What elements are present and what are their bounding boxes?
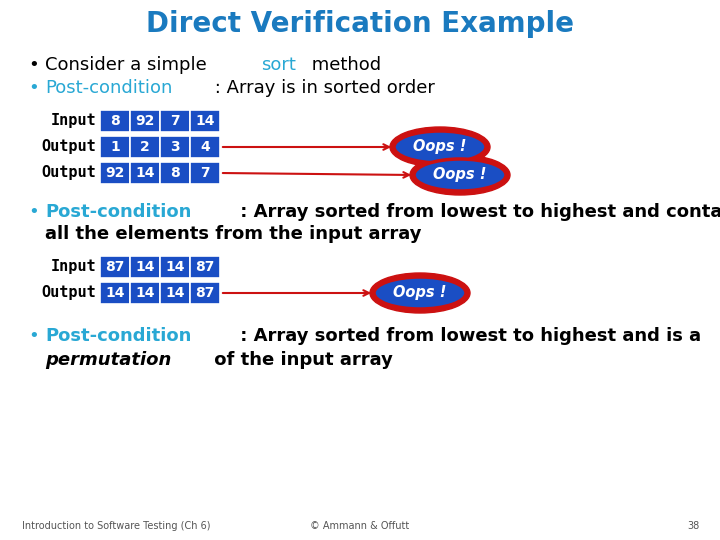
Text: •: • [28, 79, 39, 97]
FancyBboxPatch shape [100, 136, 130, 158]
Text: 92: 92 [105, 166, 125, 180]
Text: permutation: permutation [45, 351, 171, 369]
Text: Oops !: Oops ! [413, 139, 467, 154]
Text: Oops !: Oops ! [393, 286, 446, 300]
FancyBboxPatch shape [190, 110, 220, 132]
FancyBboxPatch shape [130, 110, 160, 132]
Text: 1: 1 [110, 140, 120, 154]
FancyBboxPatch shape [190, 256, 220, 278]
Text: 14: 14 [195, 114, 215, 128]
Text: Direct Verification Example: Direct Verification Example [146, 10, 574, 38]
FancyBboxPatch shape [160, 110, 190, 132]
Text: Input: Input [50, 260, 96, 274]
FancyBboxPatch shape [190, 282, 220, 304]
Text: : Array is in sorted order: : Array is in sorted order [210, 79, 435, 97]
Text: Consider a simple: Consider a simple [45, 56, 212, 74]
FancyBboxPatch shape [160, 282, 190, 304]
Text: 14: 14 [135, 260, 155, 274]
FancyBboxPatch shape [130, 162, 160, 184]
FancyBboxPatch shape [130, 282, 160, 304]
Text: 14: 14 [135, 286, 155, 300]
Text: 38: 38 [688, 521, 700, 531]
Text: •: • [28, 56, 39, 74]
Text: 8: 8 [170, 166, 180, 180]
Text: 8: 8 [110, 114, 120, 128]
Ellipse shape [414, 159, 506, 191]
Text: 87: 87 [195, 260, 215, 274]
Text: 14: 14 [166, 260, 185, 274]
Text: of the input array: of the input array [208, 351, 393, 369]
Ellipse shape [390, 127, 490, 167]
FancyBboxPatch shape [100, 162, 130, 184]
FancyBboxPatch shape [100, 110, 130, 132]
Text: method: method [306, 56, 382, 74]
Text: Post-condition: Post-condition [45, 203, 192, 221]
Text: all the elements from the input array: all the elements from the input array [45, 225, 421, 243]
FancyBboxPatch shape [130, 256, 160, 278]
Text: 87: 87 [105, 260, 125, 274]
Text: 7: 7 [170, 114, 180, 128]
Ellipse shape [410, 155, 510, 195]
FancyBboxPatch shape [160, 162, 190, 184]
FancyBboxPatch shape [160, 136, 190, 158]
Text: sort: sort [261, 56, 296, 74]
Ellipse shape [394, 131, 486, 163]
FancyBboxPatch shape [190, 136, 220, 158]
Text: 7: 7 [200, 166, 210, 180]
FancyBboxPatch shape [100, 256, 130, 278]
Text: •: • [28, 203, 39, 221]
FancyBboxPatch shape [190, 162, 220, 184]
Text: 14: 14 [105, 286, 125, 300]
Text: : Array sorted from lowest to highest and is a: : Array sorted from lowest to highest an… [234, 327, 701, 345]
FancyBboxPatch shape [130, 136, 160, 158]
Text: 87: 87 [195, 286, 215, 300]
Text: Introduction to Software Testing (Ch 6): Introduction to Software Testing (Ch 6) [22, 521, 210, 531]
FancyBboxPatch shape [160, 256, 190, 278]
Text: : Array sorted from lowest to highest and contains: : Array sorted from lowest to highest an… [234, 203, 720, 221]
Text: Output: Output [41, 139, 96, 154]
Text: Input: Input [50, 113, 96, 129]
Text: © Ammann & Offutt: © Ammann & Offutt [310, 521, 410, 531]
Text: 14: 14 [166, 286, 185, 300]
Text: 92: 92 [135, 114, 155, 128]
Text: 2: 2 [140, 140, 150, 154]
FancyBboxPatch shape [100, 282, 130, 304]
Text: Output: Output [41, 165, 96, 180]
Ellipse shape [370, 273, 470, 313]
Text: Post-condition: Post-condition [45, 327, 192, 345]
Text: 3: 3 [170, 140, 180, 154]
Text: 4: 4 [200, 140, 210, 154]
Text: Oops !: Oops ! [433, 167, 487, 183]
Text: Output: Output [41, 286, 96, 300]
Text: •: • [28, 327, 39, 345]
Ellipse shape [374, 277, 466, 309]
Text: Post-condition: Post-condition [45, 79, 172, 97]
Text: 14: 14 [135, 166, 155, 180]
